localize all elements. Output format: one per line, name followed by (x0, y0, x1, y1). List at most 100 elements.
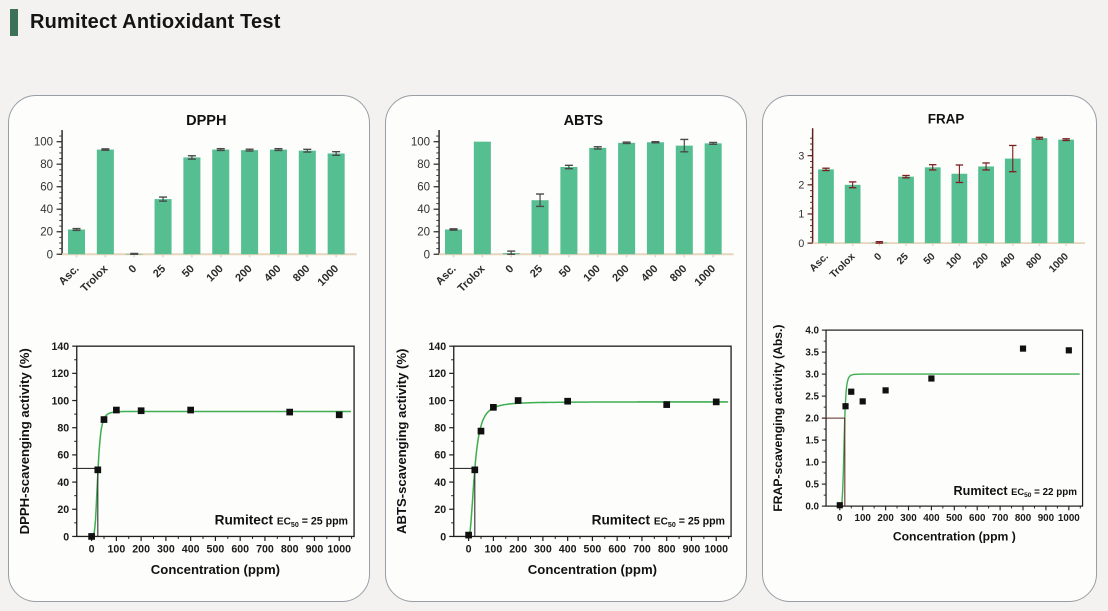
svg-text:FRAP-scavenging activity (Abs.: FRAP-scavenging activity (Abs.) (771, 325, 785, 512)
svg-text:80: 80 (417, 159, 430, 171)
svg-text:0: 0 (127, 263, 140, 276)
svg-text:Concentration (ppm ): Concentration (ppm ) (893, 530, 1016, 544)
svg-text:Asc.: Asc. (434, 263, 459, 288)
svg-text:0: 0 (798, 238, 804, 250)
svg-text:Rumitect EC50 = 25 ppm: Rumitect EC50 = 25 ppm (215, 513, 348, 530)
svg-text:ABTS: ABTS (564, 113, 604, 129)
svg-text:20: 20 (58, 504, 70, 516)
svg-text:300: 300 (534, 544, 552, 556)
svg-text:100: 100 (34, 137, 53, 149)
panel-frap: FRAP 0 1 2 3 Asc. Trolox 0 25 50 100 200 400 800 1000 … (762, 95, 1097, 602)
svg-text:900: 900 (1038, 513, 1055, 524)
svg-text:300: 300 (157, 544, 175, 556)
svg-text:DPPH-scavenging activity (%): DPPH-scavenging activity (%) (18, 349, 33, 535)
svg-text:1: 1 (798, 209, 804, 221)
svg-text:600: 600 (609, 544, 627, 556)
svg-text:500: 500 (584, 544, 602, 556)
svg-text:500: 500 (946, 513, 963, 524)
svg-text:200: 200 (233, 263, 254, 284)
svg-text:25: 25 (151, 263, 168, 280)
title-accent-bar (10, 9, 18, 36)
svg-text:DPPH: DPPH (186, 113, 226, 129)
page-title: Rumitect Antioxidant Test (30, 11, 281, 33)
svg-text:200: 200 (133, 544, 151, 556)
svg-text:800: 800 (281, 544, 299, 556)
svg-text:Trolox: Trolox (456, 262, 488, 294)
svg-text:60: 60 (58, 450, 70, 462)
svg-text:100: 100 (429, 396, 447, 408)
svg-text:60: 60 (435, 450, 447, 462)
svg-text:900: 900 (306, 544, 324, 556)
svg-text:1000: 1000 (316, 263, 342, 289)
svg-text:20: 20 (40, 227, 53, 239)
svg-text:100: 100 (855, 513, 872, 524)
svg-text:FRAP: FRAP (927, 112, 964, 127)
svg-text:100: 100 (108, 544, 126, 556)
svg-text:140: 140 (429, 341, 447, 353)
svg-text:100: 100 (582, 263, 603, 284)
svg-text:100: 100 (52, 396, 70, 408)
svg-text:1000: 1000 (705, 544, 729, 556)
svg-text:50: 50 (921, 251, 937, 267)
svg-text:0: 0 (466, 544, 472, 556)
svg-text:Concentration (ppm): Concentration (ppm) (528, 562, 657, 577)
svg-text:700: 700 (256, 544, 274, 556)
svg-text:3.0: 3.0 (805, 370, 819, 381)
svg-text:0.5: 0.5 (805, 480, 819, 491)
svg-text:0: 0 (504, 263, 517, 276)
svg-text:60: 60 (417, 182, 430, 194)
svg-text:80: 80 (435, 423, 447, 435)
svg-text:Trolox: Trolox (828, 251, 858, 281)
svg-text:0: 0 (89, 544, 95, 556)
svg-text:100: 100 (944, 251, 964, 271)
svg-text:200: 200 (610, 263, 631, 284)
svg-text:1000: 1000 (1047, 251, 1071, 275)
svg-text:40: 40 (435, 477, 447, 489)
svg-text:50: 50 (180, 263, 197, 280)
svg-text:1.0: 1.0 (805, 458, 819, 469)
svg-text:25: 25 (528, 263, 545, 280)
svg-text:700: 700 (992, 513, 1009, 524)
svg-text:900: 900 (683, 544, 701, 556)
svg-text:400: 400 (559, 544, 577, 556)
svg-text:400: 400 (998, 251, 1018, 271)
svg-text:800: 800 (1015, 513, 1032, 524)
svg-text:0: 0 (424, 249, 430, 261)
svg-text:Concentration (ppm): Concentration (ppm) (151, 562, 280, 577)
svg-text:40: 40 (417, 204, 430, 216)
svg-text:1000: 1000 (328, 544, 352, 556)
panel-dpph: DPPH 0 20 40 60 80 100 Asc. Trolox 0 25 50 100 200 400… (8, 95, 370, 602)
svg-text:80: 80 (40, 159, 53, 171)
frap-dose-response-chart: 0 100 200 300 400 500 600 700 800 900 1000 0.0 0.5 1.… (771, 325, 1084, 544)
svg-text:4.0: 4.0 (805, 326, 819, 337)
svg-text:400: 400 (182, 544, 200, 556)
svg-text:0: 0 (64, 532, 70, 544)
svg-text:100: 100 (485, 544, 503, 556)
svg-text:120: 120 (52, 369, 70, 381)
dpph-bar-chart: DPPH 0 20 40 60 80 100 Asc.Trolox 0 25 50 100 200 400… (34, 113, 357, 295)
svg-text:Rumitect EC50 = 22 ppm: Rumitect EC50 = 22 ppm (954, 484, 1078, 499)
svg-text:200: 200 (510, 544, 528, 556)
dpph-dose-response-chart: 0 100 200 300 400 500 600 700 800 900 1000 0 20 40 60 8… (18, 341, 356, 577)
svg-text:1000: 1000 (693, 263, 719, 289)
svg-text:Trolox: Trolox (79, 262, 111, 294)
svg-text:700: 700 (633, 544, 651, 556)
svg-text:50: 50 (557, 263, 574, 280)
svg-text:300: 300 (900, 513, 917, 524)
svg-text:0.0: 0.0 (805, 502, 819, 513)
svg-text:400: 400 (923, 513, 940, 524)
svg-text:ABTS-scavenging activity (%): ABTS-scavenging activity (%) (395, 349, 410, 534)
svg-text:0: 0 (837, 513, 843, 524)
svg-text:100: 100 (205, 263, 226, 284)
frap-bar-chart: FRAP 0 1 2 3 Asc.Trolox 0 25 50 100 200 400 800 1000 (798, 112, 1085, 281)
svg-text:60: 60 (40, 182, 53, 194)
svg-text:0: 0 (441, 532, 447, 544)
svg-text:800: 800 (668, 263, 689, 284)
svg-text:20: 20 (435, 504, 447, 516)
svg-text:Asc.: Asc. (808, 251, 831, 274)
page-header: Rumitect Antioxidant Test (10, 9, 281, 36)
svg-text:3.5: 3.5 (805, 348, 819, 359)
svg-text:40: 40 (58, 477, 70, 489)
svg-text:200: 200 (877, 513, 894, 524)
